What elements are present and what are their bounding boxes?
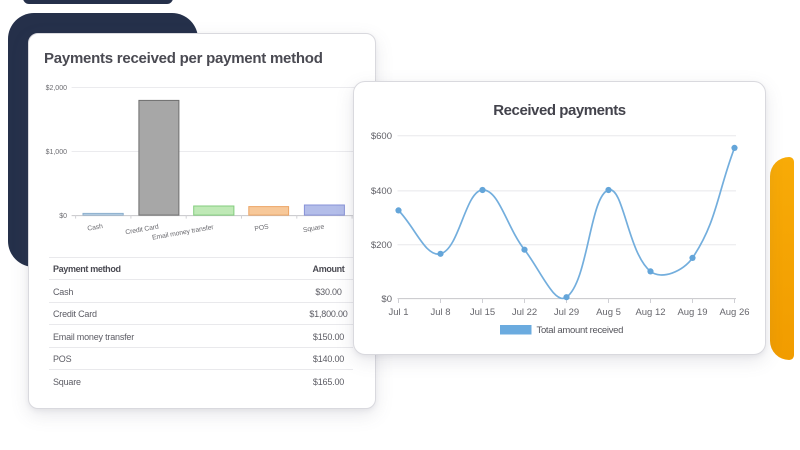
svg-text:Email money transfer: Email money transfer xyxy=(152,224,215,242)
svg-text:Jul 15: Jul 15 xyxy=(470,307,495,318)
svg-text:Jul 8: Jul 8 xyxy=(430,307,450,318)
svg-text:Jul 22: Jul 22 xyxy=(512,307,537,318)
svg-text:$1,000: $1,000 xyxy=(46,149,68,156)
svg-text:$600: $600 xyxy=(371,131,392,142)
svg-text:$2,000: $2,000 xyxy=(46,85,68,92)
svg-text:Aug 5: Aug 5 xyxy=(596,307,621,318)
svg-text:Cash: Cash xyxy=(87,223,104,233)
svg-text:$0: $0 xyxy=(59,213,67,220)
svg-text:$0: $0 xyxy=(381,294,392,305)
svg-text:Jul 1: Jul 1 xyxy=(388,307,408,318)
svg-text:$400: $400 xyxy=(371,186,392,197)
svg-text:Square: Square xyxy=(303,224,326,235)
svg-text:Aug 26: Aug 26 xyxy=(719,307,749,318)
svg-text:Aug 12: Aug 12 xyxy=(635,307,665,318)
svg-text:$200: $200 xyxy=(371,240,392,251)
svg-text:Aug 19: Aug 19 xyxy=(677,307,707,318)
svg-text:POS: POS xyxy=(254,223,270,232)
svg-text:Total amount received: Total amount received xyxy=(537,325,624,336)
svg-text:Jul 29: Jul 29 xyxy=(554,307,579,318)
